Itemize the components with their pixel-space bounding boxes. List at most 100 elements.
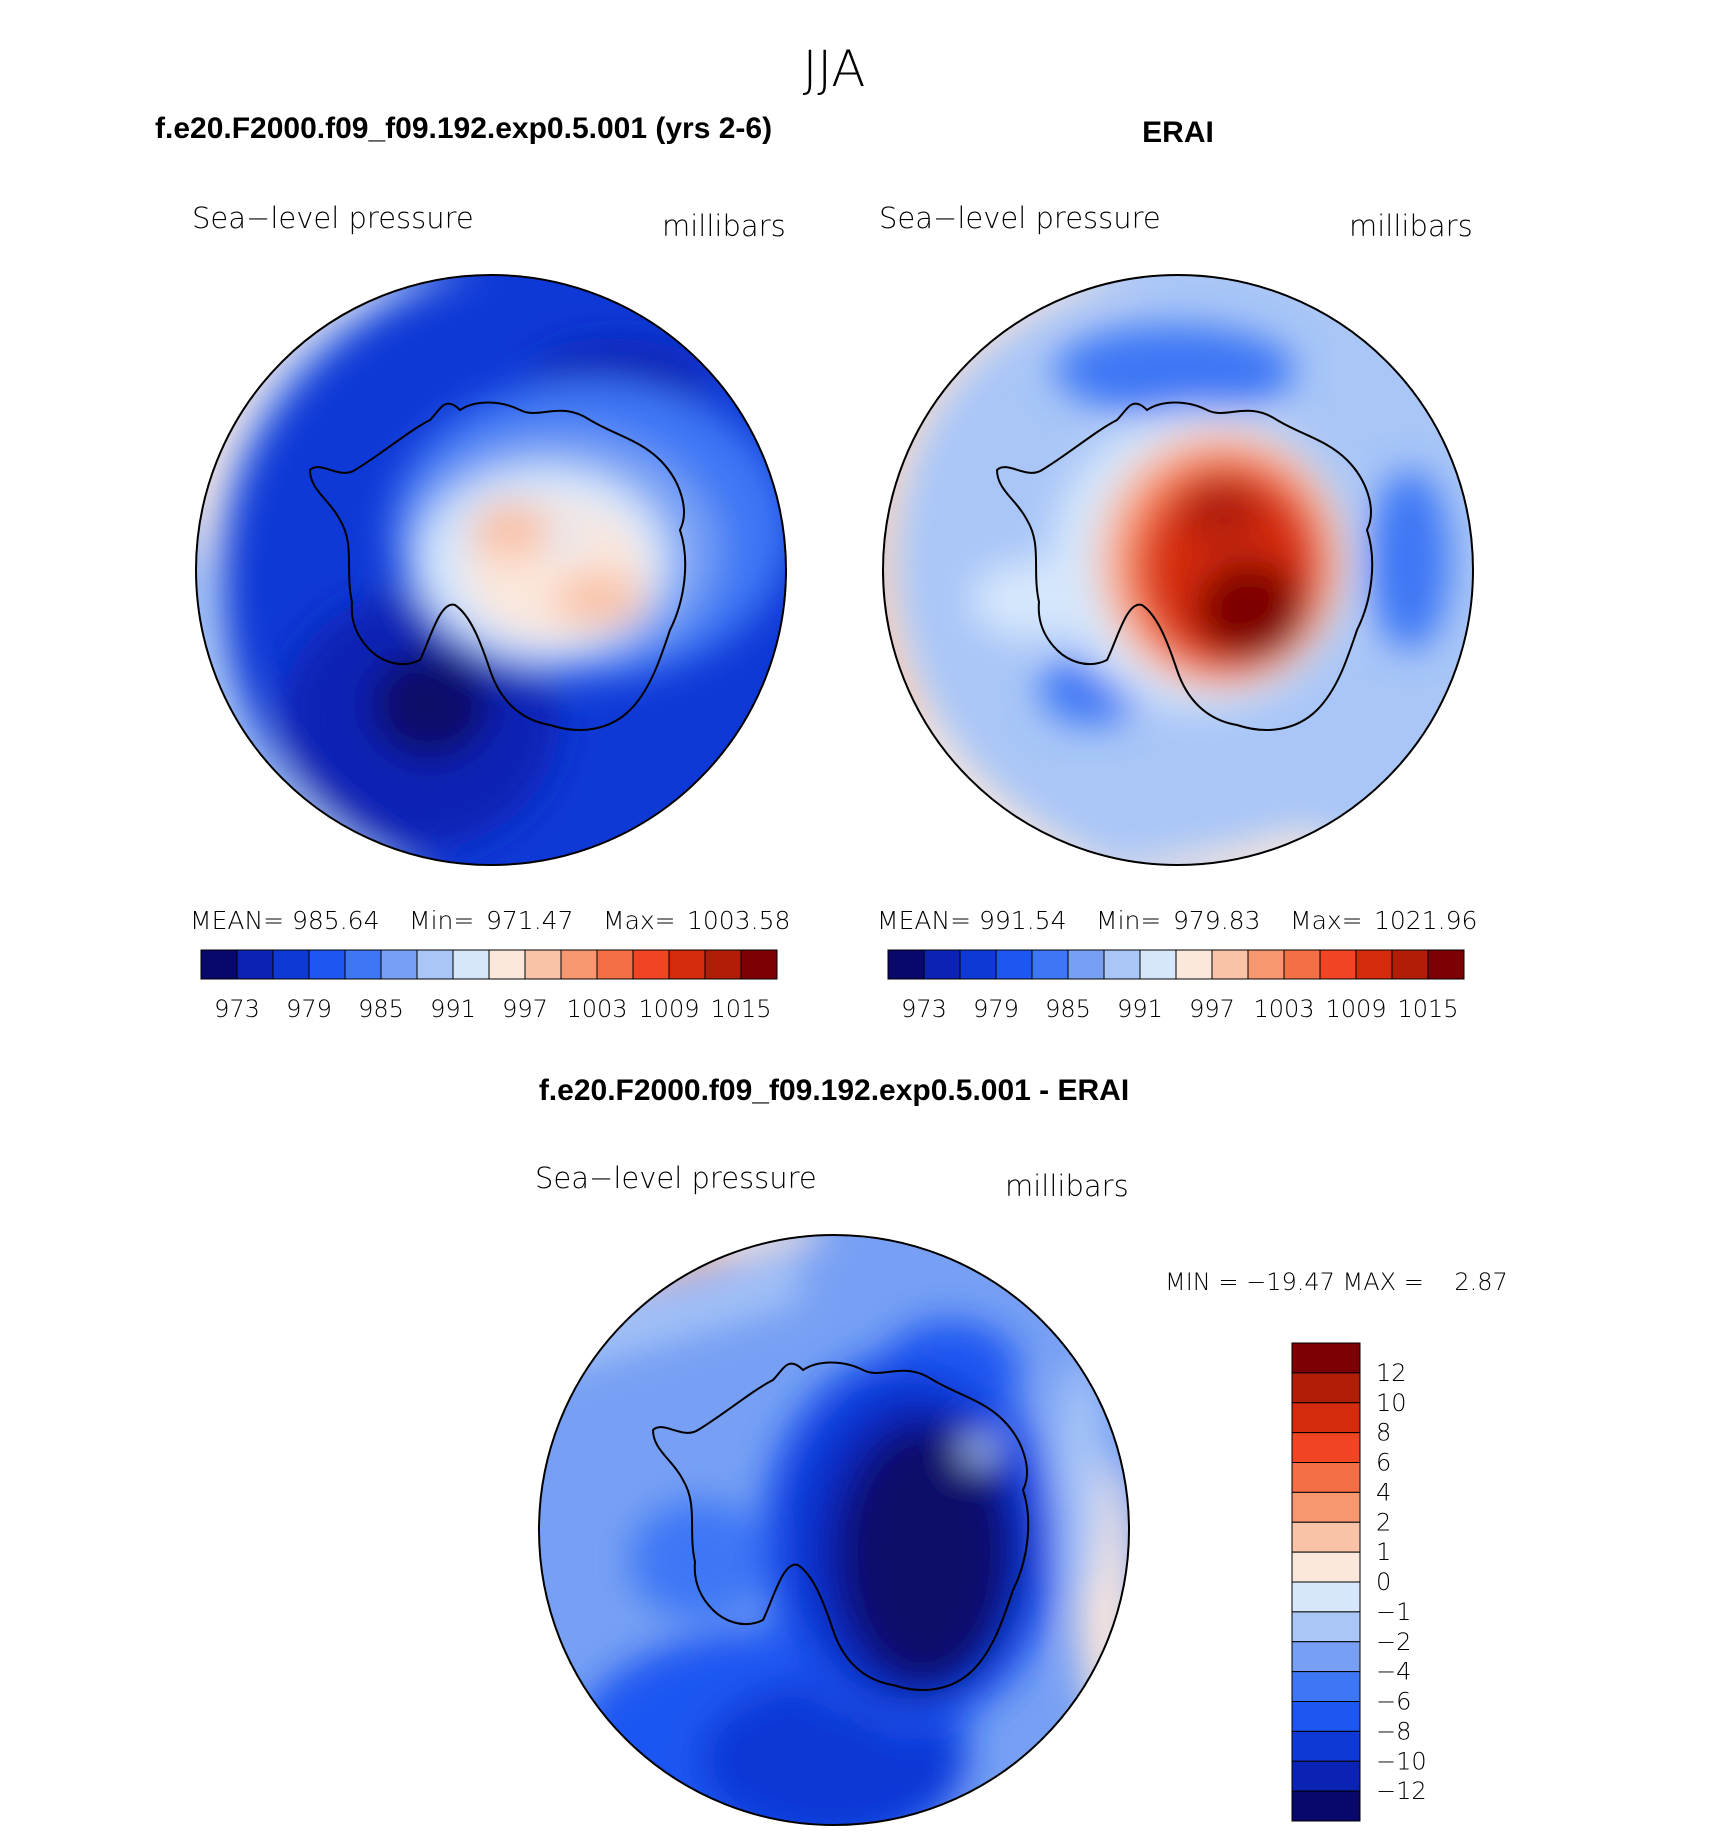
colorbar-swatch [417,950,453,979]
colorbar-swatch [237,950,273,979]
colorbar-tick-label: −10 [1376,1747,1427,1775]
colorbar-swatch [1292,1343,1360,1373]
colorbar-swatch [381,950,417,979]
colorbar-tick-label: 973 [214,995,260,1023]
colorbar-tick-label: −2 [1376,1628,1411,1656]
colorbar-swatch [1292,1791,1360,1821]
colorbar-tick-label: 1003 [1253,995,1314,1023]
colorbar-swatch [1292,1582,1360,1612]
colorbar-tick-label: 0 [1376,1568,1391,1596]
colorbar-swatch [345,950,381,979]
colorbar-swatch [1292,1463,1360,1493]
colorbar-swatch [1292,1403,1360,1433]
panel-diff: f.e20.F2000.f09_f09.192.exp0.5.001 - ERA… [520,1074,1508,1839]
colorbar-swatch [960,950,996,979]
colorbar-swatch [1292,1522,1360,1552]
panel-diff-map [520,1220,1140,1839]
colorbar-swatch [1320,950,1356,979]
panel-erai-min-label: Min= [1096,906,1161,935]
colorbar-tick-label: −8 [1376,1717,1411,1745]
colorbar-tick-label: 985 [1045,995,1091,1023]
panel-diff-units: millibars [1005,1169,1129,1203]
colorbar-swatch [1292,1761,1360,1791]
colorbar-swatch [924,950,960,979]
colorbar-tick-label: 8 [1376,1419,1391,1447]
colorbar-swatch [1284,950,1320,979]
colorbar-tick-label: 1003 [566,995,627,1023]
panel-model-colorbar: 973 979 985 991 997 1003 1009 1015 [201,950,777,1023]
colorbar-swatch [1356,950,1392,979]
colorbar-swatch [1292,1373,1360,1403]
panel-erai-mean-label: MEAN= [877,906,971,935]
panel-erai-min-value: 979.83 [1173,906,1260,935]
panel-model-max-value: 1003.58 [687,906,790,935]
colorbar-swatch [1292,1731,1360,1761]
colorbar-tick-label: 10 [1376,1389,1407,1417]
colorbar-swatch [273,950,309,979]
colorbar-tick-label: 973 [901,995,947,1023]
colorbar-swatch [201,950,237,979]
figure-title: JJA [803,40,866,98]
colorbar-swatch [705,950,741,979]
colorbar-tick-label: 991 [430,995,476,1023]
colorbar-swatch [1104,950,1140,979]
colorbar-swatch [1176,950,1212,979]
colorbar-swatch [1140,950,1176,979]
panel-model-mean-value: 985.64 [292,906,379,935]
colorbar-swatch [1428,950,1464,979]
colorbar-swatch [1292,1433,1360,1463]
panel-model-title: f.e20.F2000.f09_f09.192.exp0.5.001 (yrs … [155,112,772,145]
panel-model-min-label: Min= [409,906,474,935]
colorbar-swatch [1032,950,1068,979]
colorbar-swatch [996,950,1032,979]
colorbar-swatch [525,950,561,979]
colorbar-tick-label: 6 [1376,1449,1391,1477]
panel-model-map [170,270,800,880]
colorbar-tick-label: 1009 [1325,995,1386,1023]
colorbar-swatch [1292,1492,1360,1522]
colorbar-swatch [1248,950,1284,979]
panel-erai-max-label: Max= [1290,906,1363,935]
colorbar-swatch [669,950,705,979]
colorbar-swatch [633,950,669,979]
colorbar-swatch [309,950,345,979]
panel-erai-colorbar: 973 979 985 991 997 1003 1009 1015 [888,950,1464,1023]
colorbar-swatch [1212,950,1248,979]
panel-model-mean-label: MEAN= [190,906,284,935]
colorbar-swatch [1292,1612,1360,1642]
colorbar-tick-label: 1015 [1397,995,1458,1023]
colorbar-tick-label: 12 [1376,1359,1407,1387]
colorbar-swatch [453,950,489,979]
colorbar-tick-label: −4 [1376,1658,1411,1686]
figure: JJA f.e20.F2000.f09_f09.192.exp0.5.001 (… [0,0,1710,1839]
panel-erai-max-value: 1021.96 [1374,906,1477,935]
panel-diff-variable: Sea−level pressure [535,1161,817,1195]
panel-model-variable: Sea−level pressure [192,201,474,235]
panel-erai-units: millibars [1349,209,1473,243]
panel-erai-mean-value: 991.54 [979,906,1066,935]
colorbar-tick-label: 2 [1376,1508,1391,1536]
colorbar-tick-label: 4 [1376,1478,1391,1506]
colorbar-swatch [1292,1672,1360,1702]
colorbar-tick-label: 997 [502,995,548,1023]
colorbar-swatch [561,950,597,979]
colorbar-tick-label: 1015 [710,995,771,1023]
colorbar-swatch [1292,1642,1360,1672]
panel-model-units: millibars [662,209,786,243]
colorbar-tick-label: 979 [286,995,332,1023]
colorbar-swatch [1292,1702,1360,1732]
colorbar-swatch [1068,950,1104,979]
colorbar-swatch [597,950,633,979]
panel-model: f.e20.F2000.f09_f09.192.exp0.5.001 (yrs … [155,112,800,1023]
panel-erai: ERAI Sea−level pressure millibars [860,116,1487,1023]
colorbar-tick-label: 991 [1117,995,1163,1023]
panel-diff-stats: MIN = −19.47 MAX = 2.87 [1165,1268,1508,1296]
colorbar-swatch [888,950,924,979]
colorbar-swatch [741,950,777,979]
colorbar-tick-label: 979 [973,995,1019,1023]
panel-erai-variable: Sea−level pressure [879,201,1161,235]
colorbar-swatch [1392,950,1428,979]
colorbar-tick-label: −1 [1376,1598,1411,1626]
panel-diff-title: f.e20.F2000.f09_f09.192.exp0.5.001 - ERA… [539,1074,1129,1107]
